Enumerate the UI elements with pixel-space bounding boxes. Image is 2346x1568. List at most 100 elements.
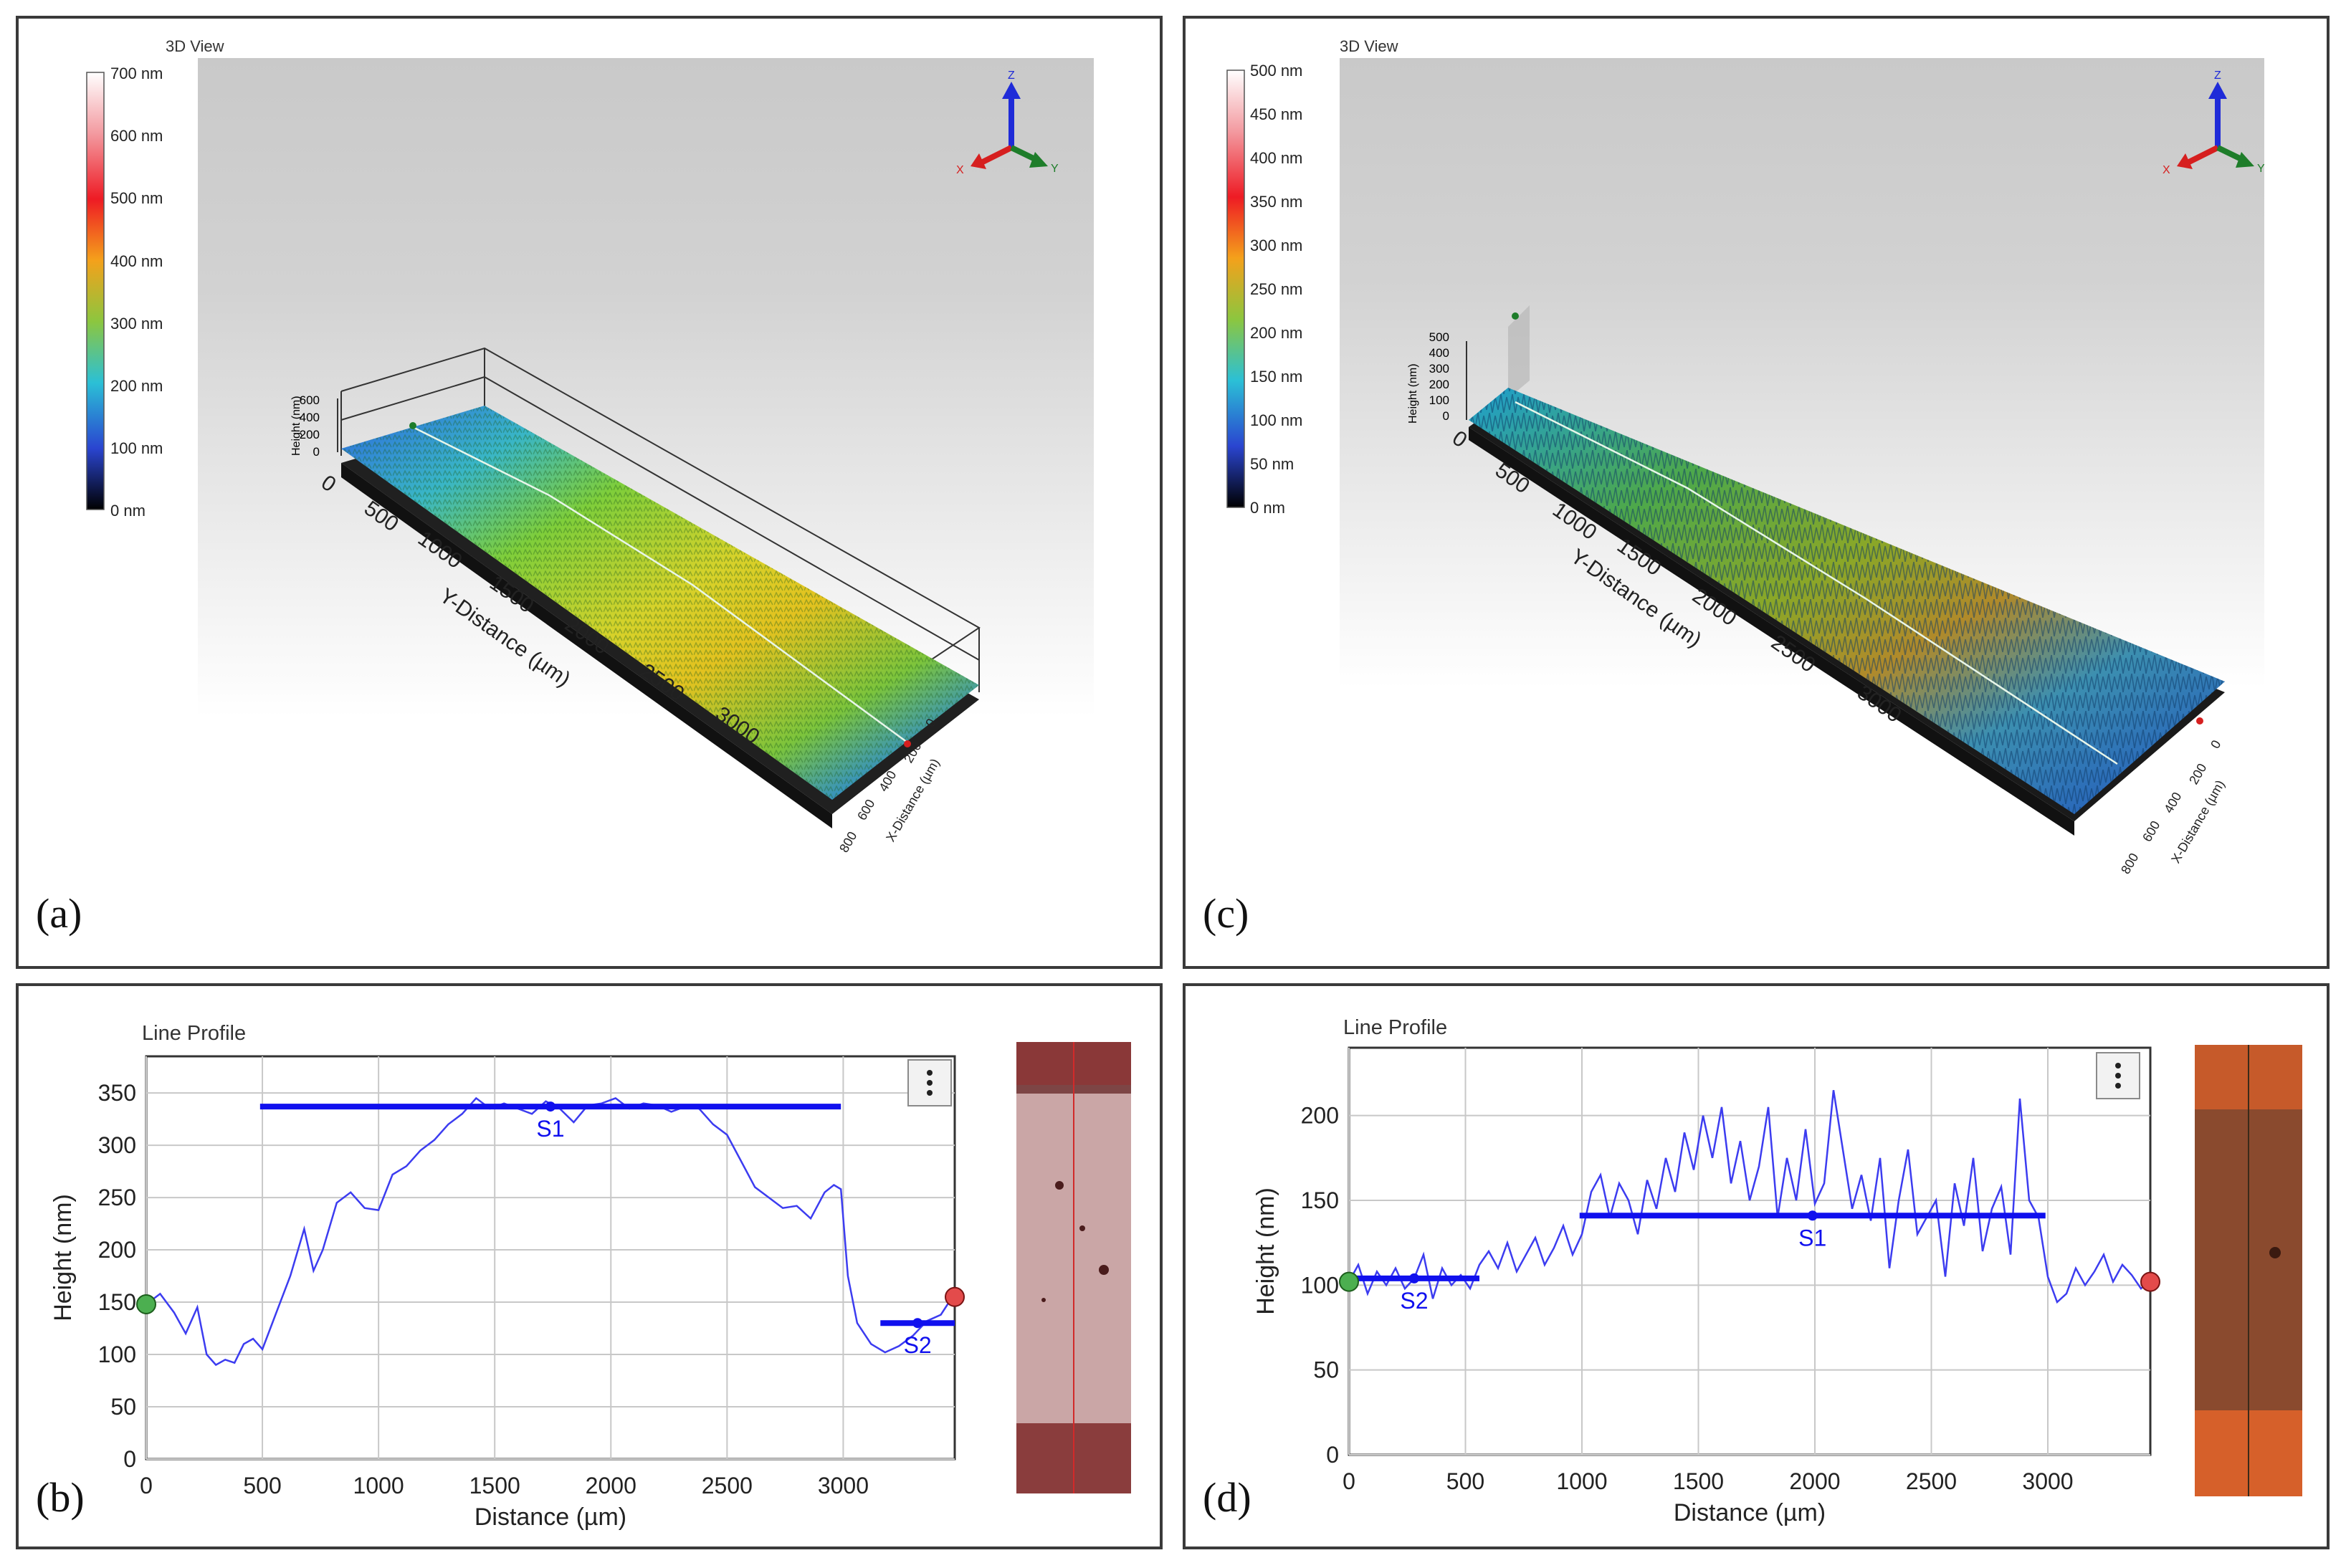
colorbar-label: 300 nm bbox=[110, 315, 163, 333]
view-title: 3D View bbox=[166, 37, 224, 55]
x-tick-label: 1500 bbox=[469, 1473, 520, 1498]
panel-d: Line Profile 0 500 1000 1500 2000 2500 3000 0 50… bbox=[1183, 983, 2330, 1549]
segment-midpoint bbox=[912, 1318, 923, 1329]
colorbar-label: 300 nm bbox=[1250, 236, 1303, 254]
start-marker bbox=[136, 1294, 156, 1314]
axis-triad-icon[interactable]: Z X Y bbox=[2157, 69, 2279, 176]
profile-title: Line Profile bbox=[142, 1022, 247, 1045]
colorbar-label: 250 nm bbox=[1250, 280, 1303, 298]
colorbar-label: 500 nm bbox=[1250, 62, 1303, 80]
y-tick-label: 100 bbox=[1301, 1272, 1339, 1298]
y-tick-label: 100 bbox=[98, 1342, 136, 1367]
svg-text:300: 300 bbox=[1429, 362, 1449, 376]
y-tick-label: 50 bbox=[110, 1394, 136, 1420]
svg-text:Height (nm): Height (nm) bbox=[1407, 363, 1419, 424]
x-tick-label: 1000 bbox=[1556, 1468, 1607, 1494]
colorbar-label: 200 nm bbox=[1250, 324, 1303, 342]
svg-text:Y: Y bbox=[2257, 163, 2265, 175]
profile-title: Line Profile bbox=[1343, 1016, 1448, 1039]
svg-text:600: 600 bbox=[2140, 818, 2163, 844]
svg-text:500: 500 bbox=[1429, 330, 1449, 344]
svg-text:0: 0 bbox=[2208, 737, 2223, 751]
x-tick-label: 500 bbox=[1446, 1468, 1484, 1494]
colorbar-label: 150 nm bbox=[1250, 368, 1303, 386]
x-tick-label: 0 bbox=[140, 1473, 153, 1498]
svg-text:X: X bbox=[2163, 164, 2170, 176]
panel-letter: (b) bbox=[36, 1474, 85, 1521]
surface-3d-plot[interactable]: 600 400 200 0 Height (nm) 0 500 1000 150… bbox=[262, 327, 1036, 871]
panel-letter: (c) bbox=[1203, 890, 1249, 937]
segment-label: S2 bbox=[904, 1332, 932, 1358]
svg-text:0: 0 bbox=[317, 471, 340, 497]
svg-text:800: 800 bbox=[2118, 851, 2141, 876]
y-tick-label: 150 bbox=[98, 1289, 136, 1315]
segment-label: S1 bbox=[536, 1116, 564, 1142]
colorbar-label: 400 nm bbox=[110, 252, 163, 270]
panel-a: 3D View 700 nm 600 nm 500 nm 400 nm 300 … bbox=[16, 16, 1163, 969]
svg-text:200: 200 bbox=[1429, 378, 1449, 391]
segment-midpoint bbox=[1409, 1273, 1419, 1283]
y-tick-label: 50 bbox=[1313, 1357, 1339, 1383]
segment-label: S2 bbox=[1400, 1288, 1428, 1314]
surface-3d-plot[interactable]: 500 400 300 200 100 0 Height (nm) 0 500 … bbox=[1401, 305, 2246, 886]
x-tick-label: 2000 bbox=[1789, 1468, 1840, 1494]
end-marker bbox=[2140, 1271, 2160, 1292]
svg-text:200: 200 bbox=[2186, 761, 2209, 787]
surface-thumbnail[interactable] bbox=[1016, 1042, 1131, 1493]
x-tick-label: 0 bbox=[1343, 1468, 1355, 1494]
svg-text:0: 0 bbox=[313, 445, 320, 459]
colorbar-label: 50 nm bbox=[1250, 455, 1294, 473]
x-tick-label: 500 bbox=[243, 1473, 281, 1498]
colorbar-label: 700 nm bbox=[110, 64, 163, 82]
y-tick-label: 350 bbox=[98, 1080, 136, 1106]
panel-b: Line Profile 0 500 1000 1500 2000 2500 3000 0 50… bbox=[16, 983, 1163, 1549]
svg-text:600: 600 bbox=[300, 393, 320, 407]
colorbar-label: 600 nm bbox=[110, 127, 163, 145]
svg-text:200: 200 bbox=[300, 428, 320, 441]
segment-label: S1 bbox=[1798, 1225, 1826, 1251]
y-axis-label: Height (nm) bbox=[1252, 1187, 1279, 1315]
line-profile-chart[interactable]: 0 500 1000 1500 2000 2500 3000 0 50 100 150 200 Dist… bbox=[1186, 986, 2160, 1552]
panel-letter: (d) bbox=[1203, 1474, 1251, 1521]
line-profile-chart[interactable]: 0 500 1000 1500 2000 2500 3000 0 50 100 150 200 250 3… bbox=[19, 986, 979, 1552]
segment-midpoint bbox=[1807, 1210, 1818, 1221]
chart-menu-button[interactable] bbox=[907, 1059, 952, 1106]
svg-text:400: 400 bbox=[2161, 790, 2184, 816]
svg-text:X: X bbox=[956, 164, 964, 176]
y-axis-label: Height (nm) bbox=[49, 1194, 77, 1321]
svg-text:X-Distance (µm): X-Distance (µm) bbox=[883, 756, 943, 844]
segment-midpoint bbox=[545, 1101, 555, 1112]
colorbar-label: 100 nm bbox=[110, 439, 163, 457]
x-axis-label: Distance (µm) bbox=[1674, 1499, 1826, 1526]
colorbar bbox=[1226, 70, 1245, 508]
svg-text:400: 400 bbox=[1429, 346, 1449, 360]
surface-thumbnail[interactable] bbox=[2195, 1045, 2302, 1496]
colorbar-label: 100 nm bbox=[1250, 411, 1303, 429]
svg-text:800: 800 bbox=[836, 829, 859, 855]
end-marker bbox=[945, 1286, 965, 1307]
chart-menu-button[interactable] bbox=[2096, 1052, 2140, 1099]
svg-text:0: 0 bbox=[1448, 426, 1472, 453]
x-tick-label: 1000 bbox=[353, 1473, 404, 1498]
svg-text:400: 400 bbox=[300, 411, 320, 424]
x-tick-label: 2000 bbox=[586, 1473, 636, 1498]
y-tick-label: 200 bbox=[98, 1237, 136, 1263]
panel-c: 3D View 500 nm 450 nm 400 nm 350 nm 300 … bbox=[1183, 16, 2330, 969]
start-marker bbox=[1339, 1271, 1359, 1292]
svg-text:600: 600 bbox=[854, 797, 877, 823]
colorbar bbox=[86, 72, 105, 510]
colorbar-label: 450 nm bbox=[1250, 105, 1303, 123]
svg-text:Height (nm): Height (nm) bbox=[290, 396, 302, 456]
svg-text:100: 100 bbox=[1429, 393, 1449, 407]
svg-text:Z: Z bbox=[1008, 70, 1015, 82]
svg-text:Y: Y bbox=[1051, 163, 1059, 175]
x-axis-label: Distance (µm) bbox=[475, 1504, 626, 1531]
colorbar-label: 400 nm bbox=[1250, 149, 1303, 167]
y-tick-label: 250 bbox=[98, 1185, 136, 1210]
axis-triad-icon[interactable]: Z X Y bbox=[950, 69, 1072, 176]
plot-area bbox=[1348, 1046, 2152, 1456]
y-tick-label: 200 bbox=[1301, 1103, 1339, 1129]
y-tick-label: 0 bbox=[123, 1446, 136, 1472]
colorbar-label: 200 nm bbox=[110, 377, 163, 395]
colorbar-label: 0 nm bbox=[110, 502, 146, 520]
